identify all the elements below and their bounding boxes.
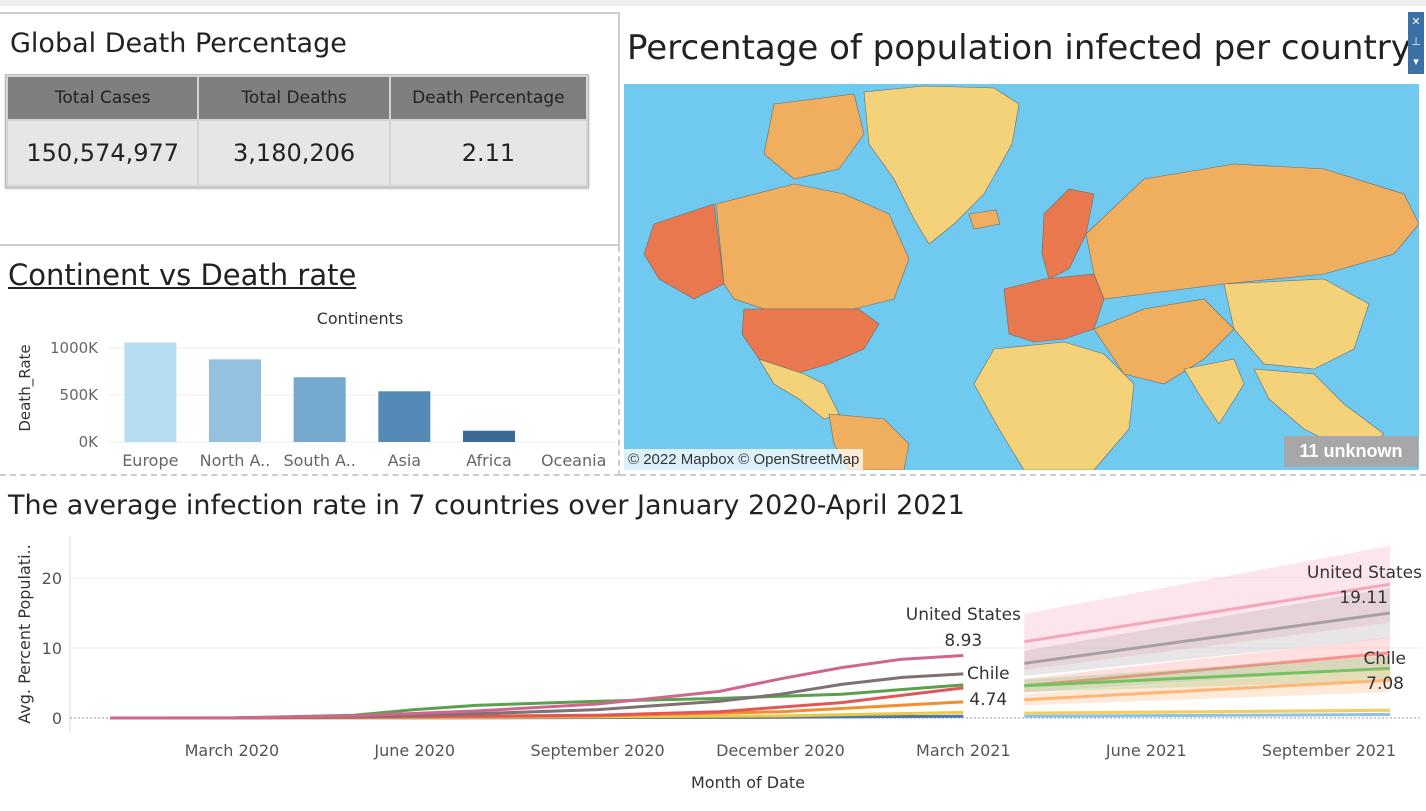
region-east-asia[interactable] bbox=[1223, 278, 1370, 370]
bar-category-label: Asia bbox=[388, 451, 422, 470]
line-x-tick-label: June 2020 bbox=[373, 741, 455, 760]
line-x-axis-label: Month of Date bbox=[691, 773, 805, 792]
forecast-band-3 bbox=[1024, 655, 1390, 693]
line-x-tick-label: September 2020 bbox=[530, 741, 664, 760]
kpi-panel-title: Global Death Percentage bbox=[10, 28, 347, 59]
forecast-line-4 bbox=[1024, 678, 1391, 702]
top-strip bbox=[0, 0, 1426, 6]
panel-controls[interactable]: ✕ ⊥ ▾ bbox=[1408, 12, 1424, 74]
annotation-value: 19.11 bbox=[1339, 588, 1388, 608]
line-y-axis-label: Avg. Percent Populati.. bbox=[15, 544, 34, 723]
forecast-band-0 bbox=[1024, 545, 1390, 670]
bar-y-axis-label: Death_Rate bbox=[16, 344, 35, 431]
annotation-label: Chile bbox=[1363, 649, 1406, 669]
bar-y-tick-label: 0K bbox=[79, 433, 100, 451]
region-canada[interactable] bbox=[715, 183, 910, 310]
bar-category-label: South A.. bbox=[283, 451, 355, 470]
bar-asia bbox=[378, 391, 431, 442]
map-panel bbox=[620, 12, 1426, 476]
kpi-header-total-cases: Total Cases bbox=[8, 77, 198, 119]
kpi-value-death-percentage: 2.11 bbox=[390, 121, 586, 185]
region-usa[interactable] bbox=[741, 308, 880, 375]
bar-north-a bbox=[209, 359, 261, 442]
line-y-tick-label: 10 bbox=[42, 639, 62, 658]
line-y-tick-label: 20 bbox=[42, 569, 62, 588]
region-greenland[interactable] bbox=[863, 85, 1020, 245]
region-scandinavia[interactable] bbox=[1041, 188, 1095, 280]
annotation-value: 7.08 bbox=[1366, 674, 1404, 694]
kpi-value-total-deaths: 3,180,206 bbox=[199, 121, 389, 185]
forecast-line-2 bbox=[1024, 651, 1391, 688]
bar-europe bbox=[124, 342, 177, 442]
region-russia[interactable] bbox=[1085, 163, 1419, 300]
line-x-tick-label: September 2021 bbox=[1262, 741, 1396, 760]
bar-category-label: Europe bbox=[122, 451, 178, 470]
continent-bar-chart[interactable]: Continents 0K 500K 1000K Death_Rate Europe Nor… bbox=[0, 300, 618, 476]
region-middle-east[interactable] bbox=[1093, 298, 1235, 385]
line-x-tick-label: March 2021 bbox=[916, 741, 1011, 760]
bar-africa bbox=[463, 430, 515, 442]
annotation-label: United States bbox=[1307, 563, 1422, 583]
region-arctic-islands[interactable] bbox=[763, 93, 865, 180]
region-iceland[interactable] bbox=[968, 209, 1001, 230]
line-panel-title: The average infection rate in 7 countrie… bbox=[8, 490, 965, 521]
bar-category-label: Africa bbox=[466, 451, 512, 470]
annotation-value: 8.93 bbox=[944, 631, 982, 651]
forecast-line-6 bbox=[1024, 713, 1391, 718]
forecast-band-1 bbox=[1024, 587, 1390, 676]
forecast-line-3 bbox=[1024, 666, 1391, 688]
forecast-line-5 bbox=[1024, 708, 1391, 715]
kpi-table: Total Cases Total Deaths Death Percentag… bbox=[5, 74, 589, 188]
kpi-panel bbox=[0, 12, 620, 246]
annotation-value: 4.74 bbox=[969, 690, 1007, 710]
kpi-header-death-percentage: Death Percentage bbox=[390, 77, 586, 119]
annotation-label: Chile bbox=[967, 664, 1010, 684]
bar-y-tick-label: 500K bbox=[60, 386, 100, 404]
annotation-label: United States bbox=[906, 605, 1021, 625]
line-y-tick-label: 0 bbox=[52, 709, 62, 728]
chevron-down-icon[interactable]: ▾ bbox=[1413, 55, 1419, 68]
unknown-locations-badge[interactable]: 11 unknown bbox=[1284, 436, 1418, 467]
map-attribution[interactable]: © 2022 Mapbox © OpenStreetMap bbox=[624, 449, 864, 470]
forecast-line-0 bbox=[1024, 582, 1391, 644]
bar-category-label: Oceania bbox=[541, 451, 606, 470]
continent-panel bbox=[0, 246, 620, 476]
bar-category-label: North A.. bbox=[200, 451, 271, 470]
kpi-header-total-deaths: Total Deaths bbox=[199, 77, 389, 119]
world-map[interactable] bbox=[624, 84, 1419, 470]
close-icon[interactable]: ✕ bbox=[1411, 15, 1421, 28]
map-panel-title: Percentage of population infected per co… bbox=[627, 28, 1411, 68]
bar-y-tick-label: 1000K bbox=[50, 339, 99, 357]
bar-chart-title: Continents bbox=[317, 309, 404, 328]
kpi-value-total-cases: 150,574,977 bbox=[8, 121, 198, 185]
continent-panel-title: Continent vs Death rate bbox=[8, 258, 357, 292]
pin-icon[interactable]: ⊥ bbox=[1411, 35, 1421, 48]
region-alaska[interactable] bbox=[643, 203, 725, 300]
region-india[interactable] bbox=[1183, 358, 1245, 425]
map-svg bbox=[624, 84, 1419, 470]
line-x-tick-label: March 2020 bbox=[185, 741, 280, 760]
kpi-value-row: 150,574,977 3,180,206 2.11 bbox=[8, 121, 586, 185]
line-x-tick-label: December 2020 bbox=[716, 741, 845, 760]
region-africa[interactable] bbox=[973, 341, 1135, 470]
forecast-line-1 bbox=[1024, 611, 1391, 665]
kpi-header-row: Total Cases Total Deaths Death Percentag… bbox=[8, 77, 586, 119]
infection-line-chart[interactable]: 0 10 20 Avg. Percent Populati.. March 2020 Ju… bbox=[0, 530, 1426, 805]
series-line-0 bbox=[110, 653, 964, 720]
line-x-tick-label: June 2021 bbox=[1105, 741, 1187, 760]
bar-south-a bbox=[293, 377, 346, 442]
series-line-1 bbox=[110, 672, 964, 720]
